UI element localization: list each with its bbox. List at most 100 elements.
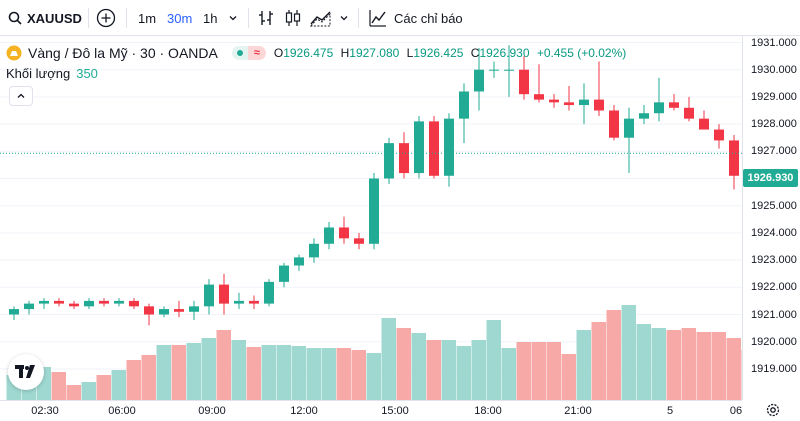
time-tick-label: 5 [666, 405, 674, 417]
candle [39, 298, 49, 310]
price-tick-label: 1923.000 [751, 254, 797, 267]
candle-body [699, 118, 709, 130]
candle [174, 300, 184, 318]
candle-body [654, 102, 664, 114]
volume-bar [531, 342, 546, 400]
price-tick-label: 1921.000 [751, 308, 797, 321]
candle [609, 105, 619, 141]
price-tick-label: 1924.000 [751, 226, 797, 239]
candle [579, 83, 589, 125]
symbol-search-button[interactable]: XAUUSD [8, 0, 82, 36]
gear-icon [766, 403, 780, 417]
volume-bar [576, 330, 591, 400]
candle-body [54, 300, 64, 304]
candle [339, 216, 349, 244]
candle [444, 113, 454, 187]
candle [684, 96, 694, 122]
candle [354, 232, 364, 250]
candle-body [204, 284, 214, 307]
candle-body [489, 69, 499, 71]
volume-bar [441, 340, 456, 400]
volume-label: Khối lượng [6, 66, 71, 81]
volume-bar [216, 330, 231, 400]
candle-chart-type-button[interactable] [283, 0, 303, 36]
volume-bar [81, 382, 96, 400]
volume-bar [606, 310, 621, 400]
symbol-label: XAUUSD [27, 10, 82, 26]
price-tick-label: 1928.000 [751, 118, 797, 131]
candle-body [519, 69, 529, 95]
market-status[interactable]: ≈ [231, 46, 266, 60]
candle-body [279, 265, 289, 282]
candle [84, 298, 94, 310]
gold-symbol-icon [6, 45, 22, 61]
volume-bar [51, 372, 66, 400]
volume-bar [351, 350, 366, 400]
candle [549, 94, 559, 108]
volume-bar [381, 318, 396, 400]
candle-body [69, 303, 79, 307]
volume-bar [471, 340, 486, 400]
volume-bar [201, 338, 216, 400]
indicators-label: Các chỉ báo [394, 10, 463, 26]
volume-bar [126, 360, 141, 400]
candle-body [714, 129, 724, 141]
volume-bar [426, 340, 441, 400]
indicators-button[interactable]: Các chỉ báo [368, 0, 463, 36]
volume-bar [321, 348, 336, 400]
interval-30m[interactable]: 30m [167, 10, 193, 26]
price-tick-label: 1925.000 [751, 199, 797, 212]
interval-1m[interactable]: 1m [138, 10, 157, 26]
interval-dropdown[interactable] [228, 0, 238, 36]
time-tick-label: 06:00 [108, 405, 136, 417]
interval-1h[interactable]: 1h [203, 10, 218, 26]
candle [669, 94, 679, 111]
chart-type-dropdown[interactable] [339, 0, 349, 36]
candle-body [504, 69, 514, 71]
market-open-dot [231, 46, 248, 60]
candle [414, 115, 424, 179]
volume-bar [246, 347, 261, 400]
candle [639, 105, 649, 125]
candle [159, 306, 169, 318]
candle-body [129, 300, 139, 307]
candle-body [354, 238, 364, 244]
chart-settings-button[interactable] [764, 401, 782, 419]
volume-bar [546, 342, 561, 400]
candle-body [564, 102, 574, 106]
price-chart[interactable] [0, 36, 742, 400]
candle-body [474, 69, 484, 92]
time-tick-label: 09:00 [198, 405, 226, 417]
candle-body [369, 178, 379, 244]
bar-chart-type-button[interactable] [256, 0, 276, 36]
search-icon [8, 11, 22, 25]
candle [294, 254, 304, 271]
time-tick-label: 15:00 [381, 405, 409, 417]
candle [729, 134, 739, 190]
volume-bar [291, 346, 306, 400]
collapse-legend-button[interactable] [9, 86, 33, 106]
volume-bar [306, 348, 321, 400]
time-axis[interactable]: 02:30 06:00 09:00 12:00 15:00 18:00 21:00 5 06 [0, 400, 742, 421]
volume-bar [156, 345, 171, 400]
volume-bar [681, 328, 696, 400]
candle [624, 107, 634, 174]
compare-button[interactable] [96, 0, 116, 36]
price-axis[interactable]: 1931.000 1930.000 1929.000 1928.000 1927.000… [742, 36, 800, 400]
volume-bar [726, 338, 741, 400]
area-chart-type-button[interactable] [309, 0, 333, 36]
candle-body [384, 143, 394, 179]
time-tick-label: 21:00 [564, 405, 592, 417]
price-tick-label: 1927.000 [751, 145, 797, 158]
volume-bar [336, 348, 351, 400]
volume-legend[interactable]: Khối lượng 350 [6, 66, 98, 81]
volume-bar [486, 320, 501, 400]
volume-bar [666, 330, 681, 400]
tradingview-logo[interactable] [8, 354, 44, 390]
series-legend[interactable]: Vàng / Đô la Mỹ · 30 · OANDA ≈ O1926.475… [6, 43, 630, 63]
volume-bar [366, 353, 381, 400]
candle [384, 137, 394, 184]
volume-bar [231, 340, 246, 400]
high-value: 1927.080 [349, 46, 400, 60]
candle [24, 300, 34, 315]
